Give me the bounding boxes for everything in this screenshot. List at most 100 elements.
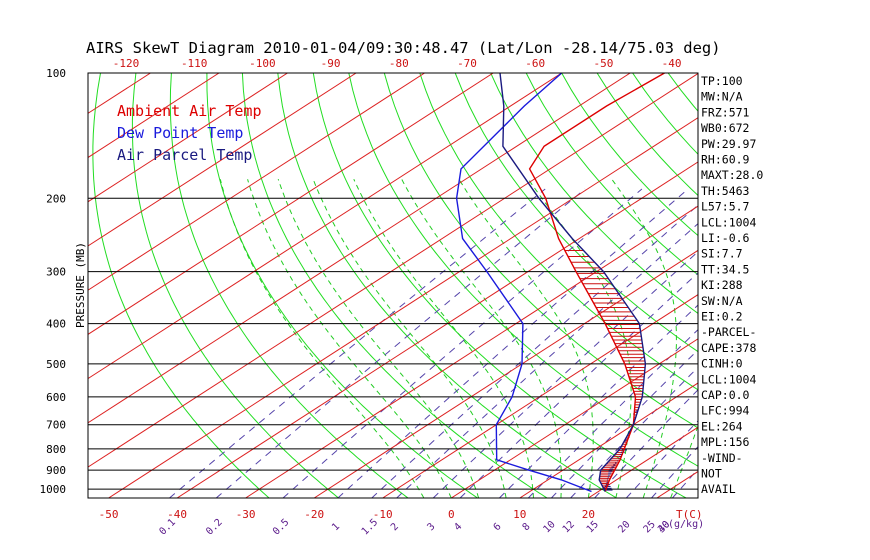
index-entry: TH:5463 [701, 184, 750, 198]
index-entry: MW:N/A [701, 90, 743, 104]
moist-adiabat-line [219, 179, 425, 498]
pressure-tick-label: 700 [46, 419, 66, 432]
dry-adiabat-line [454, 73, 698, 353]
mixing-ratio-line [499, 304, 698, 498]
mixing-ratio-line [551, 349, 698, 498]
top-temp-tick-label: -60 [525, 57, 545, 70]
top-temp-tick-label: -40 [662, 57, 682, 70]
mixing-ratio-label: 3 [425, 521, 437, 533]
moist-adiabat-line [401, 178, 562, 498]
isotherm-line [451, 338, 698, 498]
moist-adiabat-line [670, 424, 698, 498]
isotherm-line [176, 161, 698, 498]
index-entry: TP:100 [701, 74, 743, 88]
mixing-ratio-line [432, 251, 698, 498]
moist-adiabat-line [277, 179, 480, 498]
moist-adiabat-line [247, 179, 452, 498]
index-entry: -PARCEL- [701, 325, 756, 339]
moist-adiabat-line [353, 178, 534, 498]
pressure-tick-label: 1000 [40, 483, 67, 496]
bottom-temp-tick-label: 20 [582, 508, 595, 521]
index-entry: WB0:672 [701, 121, 749, 135]
top-temp-tick-label: -110 [181, 57, 208, 70]
pressure-tick-label: 900 [46, 464, 66, 477]
mixing-ratio-line [282, 188, 643, 498]
pressure-tick-label: 300 [46, 266, 66, 279]
isotherm-line [88, 73, 631, 424]
isotherm-line [88, 73, 357, 247]
dry-adiabat-line [810, 73, 870, 498]
top-temp-tick-label: -50 [593, 57, 613, 70]
bottom-temp-tick-label: -50 [99, 508, 119, 521]
pressure-tick-label: 500 [46, 358, 66, 371]
temp-unit-label: T(C) [676, 508, 703, 521]
index-entry: -WIND- [701, 451, 743, 465]
top-temp-tick-label: -70 [457, 57, 477, 70]
index-entry: LCL:1004 [701, 215, 756, 229]
dry-adiabat-line [277, 73, 617, 498]
top-temp-tick-label: -120 [113, 57, 140, 70]
index-entry: L57:5.7 [701, 200, 750, 214]
legend-entry: Ambient Air Temp [117, 102, 262, 120]
bottom-temp-tick-label: -30 [236, 508, 256, 521]
chart-title: AIRS SkewT Diagram 2010-01-04/09:30:48.4… [86, 39, 721, 57]
index-entry: CAP:0.0 [701, 388, 750, 402]
top-temp-tick-label: -80 [389, 57, 409, 70]
legend-entry: Air Parcel Temp [117, 146, 252, 164]
isotherm-line [88, 73, 220, 159]
isotherm-line [0, 73, 82, 498]
mixing-ratio-line [651, 445, 698, 498]
pressure-tick-label: 200 [46, 192, 66, 205]
index-entry: RH:60.9 [701, 153, 750, 167]
isotherm-line [88, 73, 562, 380]
index-entry: CINH:0 [701, 357, 743, 371]
mixing-ratio-label: 8 [521, 521, 533, 533]
index-entry: LI:-0.6 [701, 231, 750, 245]
dry-adiabat-line [312, 73, 687, 498]
mixing-ratio-label: 10 [541, 519, 557, 535]
mixing-unit-label: (g/kg) [668, 519, 704, 530]
top-temp-tick-label: -100 [249, 57, 276, 70]
dry-adiabat-line [419, 73, 698, 391]
isotherm-line [0, 73, 13, 498]
dry-adiabat-line [131, 73, 339, 498]
isotherm-line [88, 73, 288, 203]
pressure-tick-label: 800 [46, 443, 66, 456]
bottom-temp-tick-label: -20 [304, 508, 324, 521]
dry-adiabat-line [241, 73, 548, 498]
isotherm-line [519, 382, 698, 498]
isotherm-line [88, 73, 494, 335]
dry-adiabat-line [490, 73, 698, 315]
index-entry: CAPE:378 [701, 341, 756, 355]
mixing-ratio-line [527, 328, 698, 498]
pressure-tick-label: 400 [46, 318, 66, 331]
index-entry: LCL:1004 [701, 372, 756, 386]
mixing-ratio-label: 0.5 [271, 517, 292, 538]
index-entry: KI:288 [701, 278, 743, 292]
moist-adiabat-line [312, 179, 507, 498]
mixing-ratio-label: 1 [330, 521, 342, 533]
legend-entry: Dew Point Temp [117, 124, 243, 142]
index-entry: MPL:156 [701, 435, 750, 449]
index-entry: AVAIL [701, 482, 736, 496]
ambient-temp-line [528, 73, 665, 492]
y-axis-label: PRESSURE (MB) [74, 242, 87, 328]
isotherm-line [313, 249, 698, 498]
index-entry: EI:0.2 [701, 310, 743, 324]
dry-adiabat-line [206, 73, 478, 498]
mixing-ratio-line [215, 188, 586, 498]
bottom-temp-tick-label: -40 [167, 508, 187, 521]
dry-adiabat-line [739, 73, 870, 498]
index-entry: FRZ:571 [701, 105, 750, 119]
index-entry: NOT [701, 467, 722, 481]
mixing-ratio-line [337, 188, 689, 498]
mixing-ratio-label: 12 [561, 519, 577, 535]
mixing-ratio-label: 2 [389, 521, 401, 533]
index-entry: EL:264 [701, 419, 743, 433]
isotherm-line [382, 294, 698, 498]
pressure-tick-label: 100 [46, 67, 66, 80]
dry-adiabat-line [92, 73, 270, 498]
dry-adiabat-line [383, 73, 698, 429]
isotherm-line [88, 73, 698, 468]
